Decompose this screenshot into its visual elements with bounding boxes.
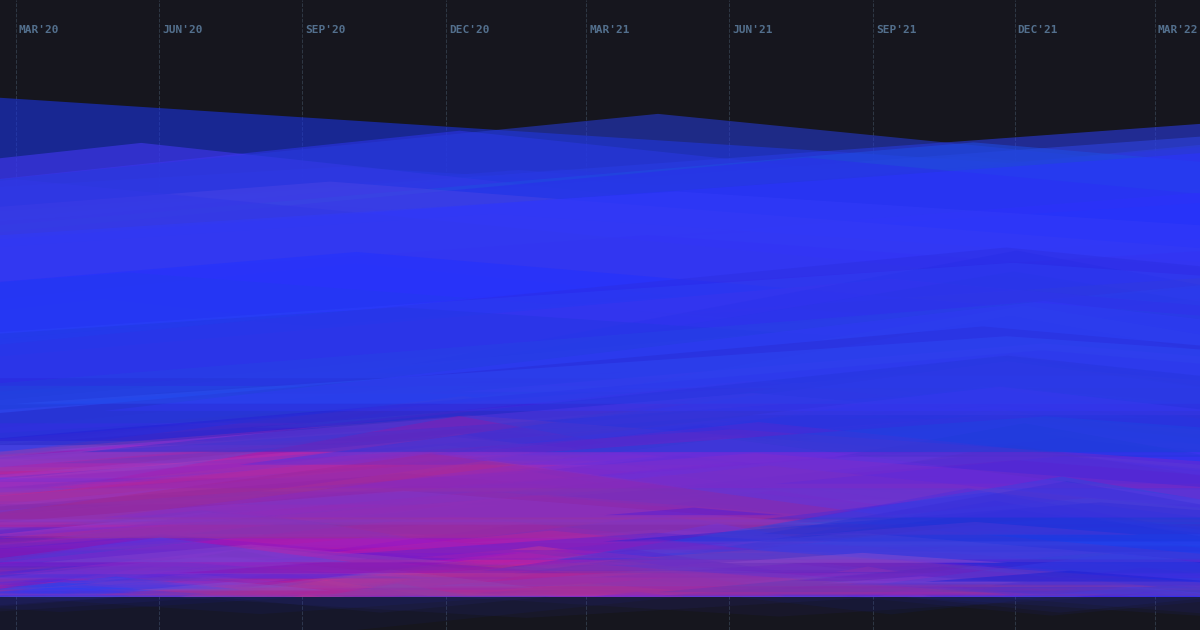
Text: MAR'21: MAR'21	[589, 25, 630, 35]
Text: MAR'20: MAR'20	[19, 25, 59, 35]
Text: MAR'22: MAR'22	[1158, 25, 1199, 35]
Text: SEP'21: SEP'21	[876, 25, 917, 35]
Text: SEP'20: SEP'20	[306, 25, 346, 35]
Text: DEC'21: DEC'21	[1018, 25, 1058, 35]
Text: JUN'20: JUN'20	[162, 25, 203, 35]
Text: JUN'21: JUN'21	[732, 25, 773, 35]
Text: DEC'20: DEC'20	[449, 25, 490, 35]
